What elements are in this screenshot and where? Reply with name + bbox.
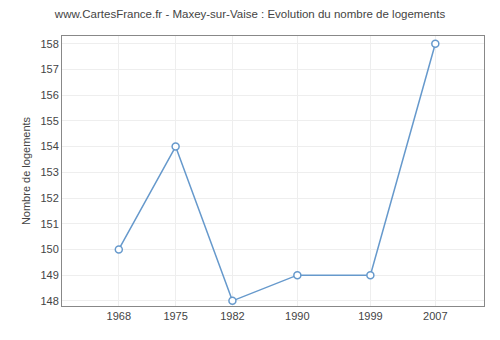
svg-text:Nombre de logements: Nombre de logements <box>20 116 32 225</box>
svg-text:1982: 1982 <box>220 310 244 322</box>
svg-text:156: 156 <box>40 89 58 101</box>
svg-text:153: 153 <box>40 166 58 178</box>
svg-text:1968: 1968 <box>107 310 131 322</box>
svg-text:149: 149 <box>40 269 58 281</box>
svg-text:152: 152 <box>40 192 58 204</box>
svg-text:158: 158 <box>40 38 58 50</box>
svg-text:155: 155 <box>40 115 58 127</box>
svg-text:148: 148 <box>40 295 58 307</box>
svg-text:1975: 1975 <box>163 310 187 322</box>
svg-text:www.CartesFrance.fr - Maxey-su: www.CartesFrance.fr - Maxey-sur-Vaise : … <box>54 8 446 20</box>
svg-text:154: 154 <box>40 140 58 152</box>
svg-text:1990: 1990 <box>285 310 309 322</box>
svg-text:157: 157 <box>40 63 58 75</box>
svg-text:2007: 2007 <box>423 310 447 322</box>
svg-text:1999: 1999 <box>358 310 382 322</box>
svg-text:151: 151 <box>40 218 58 230</box>
svg-text:150: 150 <box>40 243 58 255</box>
